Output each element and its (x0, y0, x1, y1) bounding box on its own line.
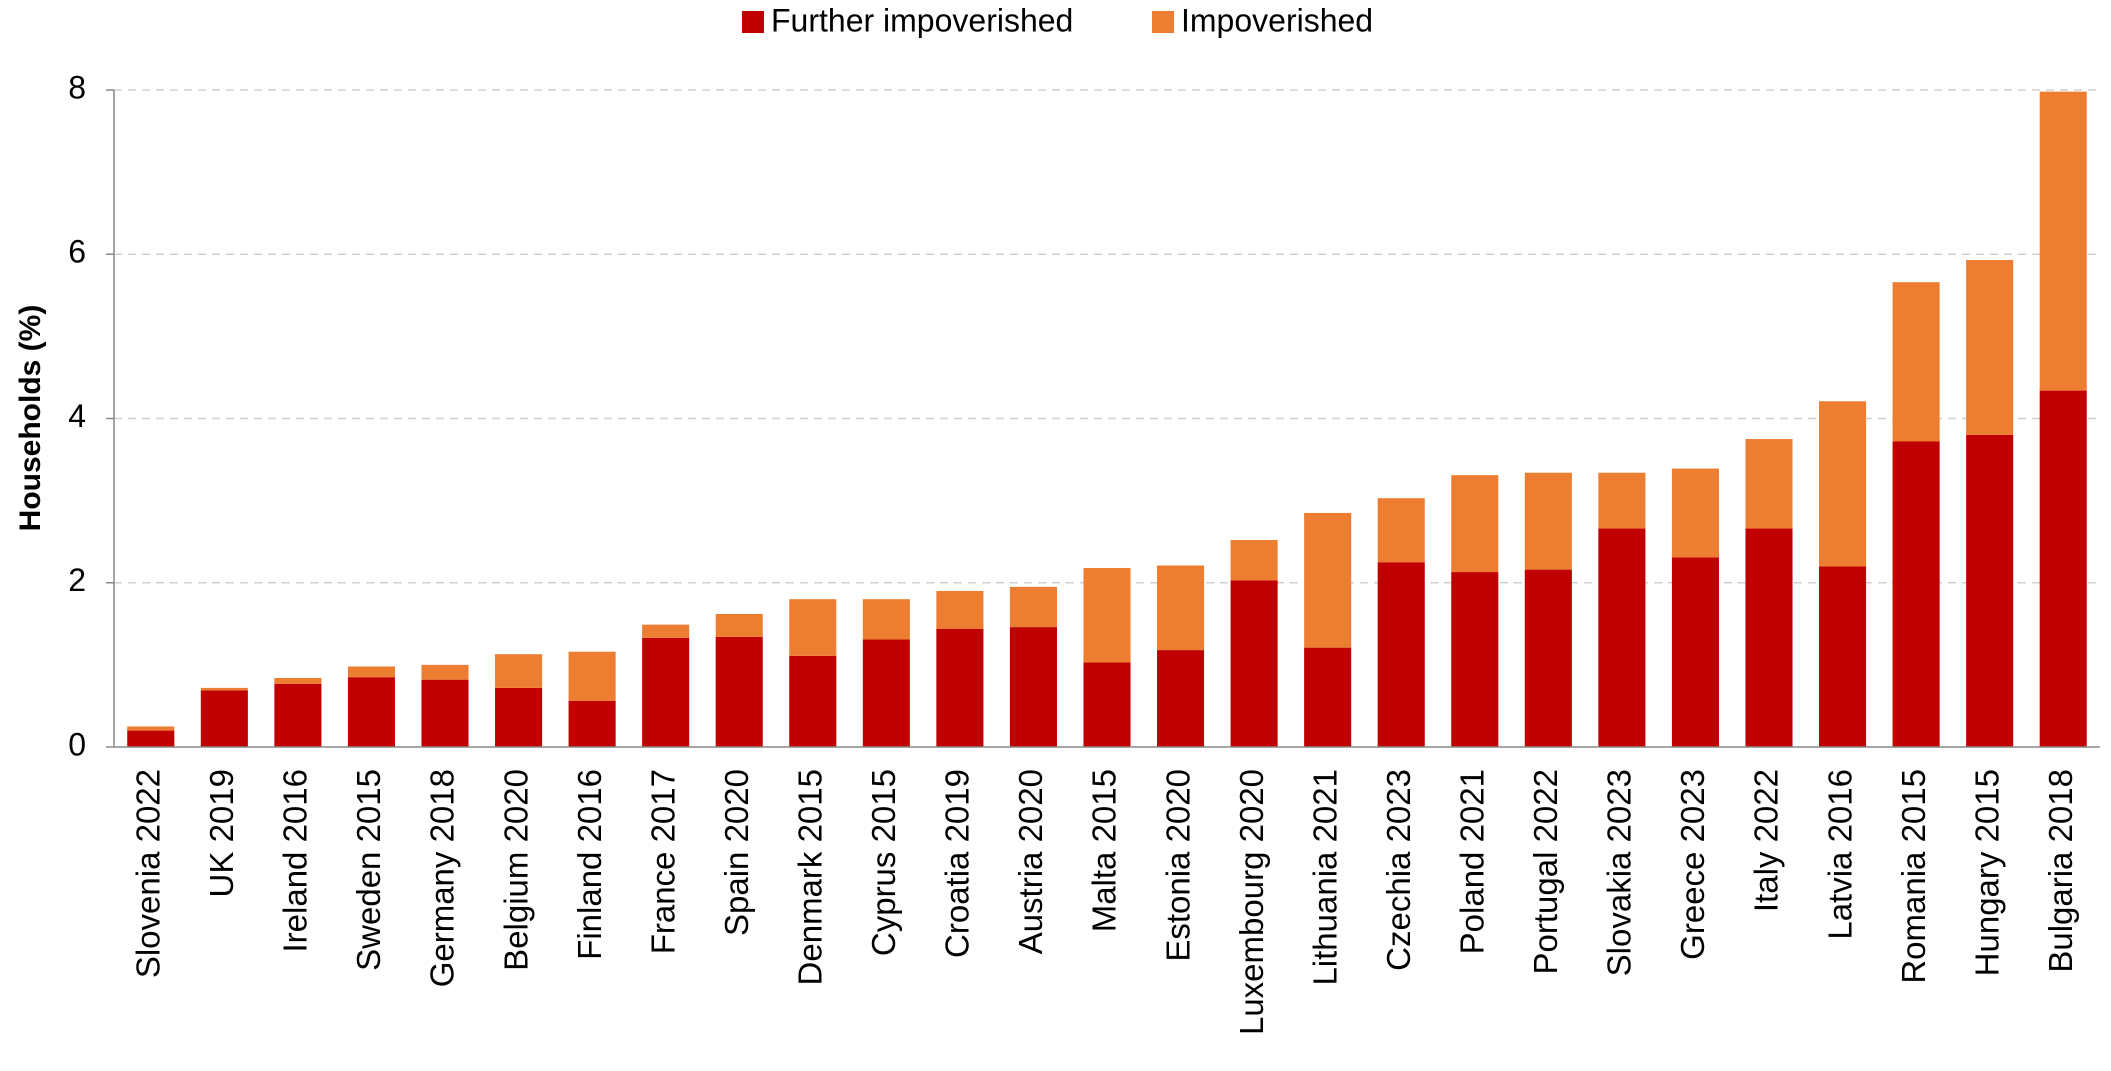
bar-segment (862, 639, 910, 747)
x-tick-label: Croatia 2019 (939, 769, 976, 958)
x-tick-label: Czechia 2023 (1380, 769, 1417, 971)
bar-segment (200, 687, 248, 691)
legend-label: Impoverished (1181, 2, 1373, 38)
bar-segment (789, 599, 837, 656)
bar-segment (1598, 528, 1646, 747)
x-tick-label: Germany 2018 (424, 769, 461, 987)
legend-swatch (742, 11, 764, 33)
y-tick-label: 8 (68, 69, 86, 105)
x-tick-label: France 2017 (644, 769, 681, 954)
bar-segment (1230, 580, 1278, 747)
x-tick-label: Austria 2020 (1012, 769, 1049, 954)
bar-segment (1819, 401, 1867, 567)
x-tick-label: Estonia 2020 (1159, 769, 1196, 962)
x-tick-label: UK 2019 (203, 769, 240, 897)
x-tick-label: Finland 2016 (571, 769, 608, 960)
bar-segment (1819, 566, 1867, 747)
bar-segment (642, 637, 690, 747)
bar-segment (715, 613, 763, 637)
legend-swatch (1152, 11, 1174, 33)
bar-segment (862, 599, 910, 640)
x-tick-label: Luxembourg 2020 (1233, 769, 1270, 1035)
x-tick-label: Sweden 2015 (350, 769, 387, 971)
x-tick-label: Lithuania 2021 (1306, 769, 1343, 986)
x-tick-label: Malta 2015 (1086, 769, 1123, 932)
bar-segment (1745, 528, 1793, 747)
x-tick-label: Greece 2023 (1674, 769, 1711, 960)
bar-segment (127, 726, 175, 731)
x-tick-label: Hungary 2015 (1968, 769, 2005, 976)
bar-segment (1304, 512, 1352, 648)
bar-segment (2039, 390, 2087, 747)
x-tick-label: Slovakia 2023 (1601, 769, 1638, 976)
bar-segment (200, 690, 248, 747)
x-tick-label: Romania 2015 (1895, 769, 1932, 984)
x-tick-label: Cyprus 2015 (865, 769, 902, 956)
bar-segment (421, 679, 469, 747)
bar-segment (715, 636, 763, 747)
x-tick-label: Ireland 2016 (277, 769, 314, 952)
bar-segment (936, 590, 984, 629)
bar-segment (1377, 562, 1425, 747)
bar-segment (1157, 565, 1205, 651)
bar-segment (1671, 557, 1719, 747)
legend-label: Further impoverished (771, 2, 1073, 38)
x-tick-label: Poland 2021 (1453, 769, 1490, 954)
x-tick-label: Italy 2022 (1748, 769, 1785, 912)
bar-segment (1671, 468, 1719, 558)
y-tick-label: 0 (68, 726, 86, 762)
bar-segment (1892, 282, 1940, 442)
x-tick-label: Spain 2020 (718, 769, 755, 936)
bar-segment (936, 628, 984, 747)
bar-segment (1083, 662, 1131, 747)
x-tick-label: Denmark 2015 (791, 769, 828, 985)
bar-segment (127, 730, 175, 747)
bar-segment (1083, 567, 1131, 663)
bar-segment (568, 651, 616, 702)
x-tick-label: Slovenia 2022 (129, 769, 166, 978)
y-tick-label: 6 (68, 234, 86, 270)
bar-segment (495, 687, 543, 747)
bar-segment (1157, 650, 1205, 747)
bar-segment (2039, 91, 2087, 391)
x-tick-label: Latvia 2016 (1821, 769, 1858, 940)
bar-segment (1966, 434, 2014, 747)
bar-segment (274, 678, 322, 684)
bar-segment (347, 666, 395, 678)
bar-segment (1892, 441, 1940, 747)
bar-segment (1966, 259, 2014, 435)
x-tick-label: Belgium 2020 (497, 769, 534, 971)
y-tick-label: 4 (68, 398, 86, 434)
x-tick-label: Portugal 2022 (1527, 769, 1564, 975)
bar-segment (1009, 627, 1057, 747)
bar-segment (642, 624, 690, 638)
x-tick-label: Bulgaria 2018 (2042, 769, 2079, 973)
bar-segment (1745, 439, 1793, 529)
bar-segment (1009, 586, 1057, 628)
bar-segment (568, 701, 616, 747)
bar-segment (274, 683, 322, 747)
bar-segment (1230, 540, 1278, 581)
bar-segment (1598, 472, 1646, 529)
bar-segment (347, 677, 395, 747)
bar-segment (1524, 472, 1572, 570)
bar-segment (495, 654, 543, 688)
bar-segment (1304, 647, 1352, 747)
bar-segment (421, 664, 469, 680)
bar-segment (1524, 569, 1572, 747)
bar-segment (789, 655, 837, 747)
bar-segment (1451, 475, 1499, 573)
y-axis-label: Households (%) (14, 305, 47, 532)
bar-segment (1377, 498, 1425, 563)
bar-segment (1451, 572, 1499, 747)
y-tick-label: 2 (68, 562, 86, 598)
